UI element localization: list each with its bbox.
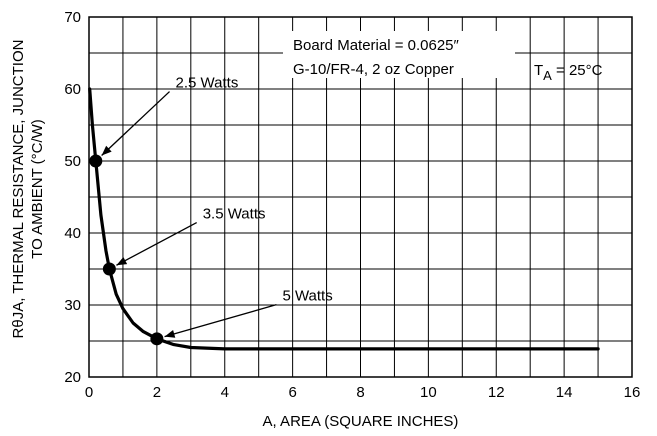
power-label: 2.5 Watts <box>176 75 239 92</box>
y-tick-label: 70 <box>64 9 81 26</box>
power-label: 3.5 Watts <box>203 206 266 223</box>
thermal-resistance-curve <box>88 87 600 351</box>
ambient-label-value: = 25°C <box>552 62 603 79</box>
x-tick-label: 10 <box>420 384 437 401</box>
x-tick-label: 6 <box>288 384 296 401</box>
y-tick-label: 40 <box>64 225 81 242</box>
y-axis-label-line-2: TO AMBIENT (°C/W) <box>29 119 46 259</box>
x-tick-label: 14 <box>556 384 573 401</box>
x-tick-label: 0 <box>85 384 93 401</box>
y-axis-label-line-1: RθJA, THERMAL RESISTANCE, JUNCTION <box>10 40 27 339</box>
x-tick-label: 8 <box>356 384 364 401</box>
board-copper-label: G-10/FR-4, 2 oz Copper <box>293 61 454 78</box>
x-axis-label: A, AREA (SQUARE INCHES) <box>263 413 459 430</box>
y-tick-label: 30 <box>64 297 81 314</box>
board-material-label: Board Material = 0.0625″ <box>293 37 460 54</box>
power-arrow-head <box>101 145 112 156</box>
ambient-temperature-label: TA = 25°C <box>534 62 603 83</box>
ambient-label-prefix: T <box>534 62 543 79</box>
annotation-box: Board Material = 0.0625″ G-10/FR-4, 2 oz… <box>283 31 515 78</box>
y-tick-label: 20 <box>64 369 81 386</box>
ambient-label-subscript: A <box>543 68 552 83</box>
y-tick-label: 60 <box>64 81 81 98</box>
plot-frame <box>88 16 633 378</box>
x-tick-label: 16 <box>624 384 641 401</box>
y-axis-ticks: 20 30 40 50 60 70 <box>64 9 81 386</box>
power-arrow-head <box>164 330 176 338</box>
power-arrow-line <box>164 304 277 338</box>
power-point-marker <box>102 262 116 276</box>
x-axis-ticks: 0 2 4 6 8 10 12 14 16 <box>85 384 641 401</box>
y-tick-label: 50 <box>64 153 81 170</box>
x-tick-label: 12 <box>488 384 505 401</box>
power-annotations: 2.5 Watts 3.5 Watts 5 Watts <box>89 75 333 346</box>
power-point-marker <box>89 154 103 168</box>
x-tick-label: 4 <box>221 384 229 401</box>
power-point-marker <box>150 332 164 346</box>
power-arrow-head <box>116 257 128 266</box>
power-arrow-line <box>116 222 197 266</box>
power-arrow-line <box>101 91 170 156</box>
power-label: 5 Watts <box>282 288 332 305</box>
x-tick-label: 2 <box>153 384 161 401</box>
annotation-box-background <box>283 31 515 78</box>
